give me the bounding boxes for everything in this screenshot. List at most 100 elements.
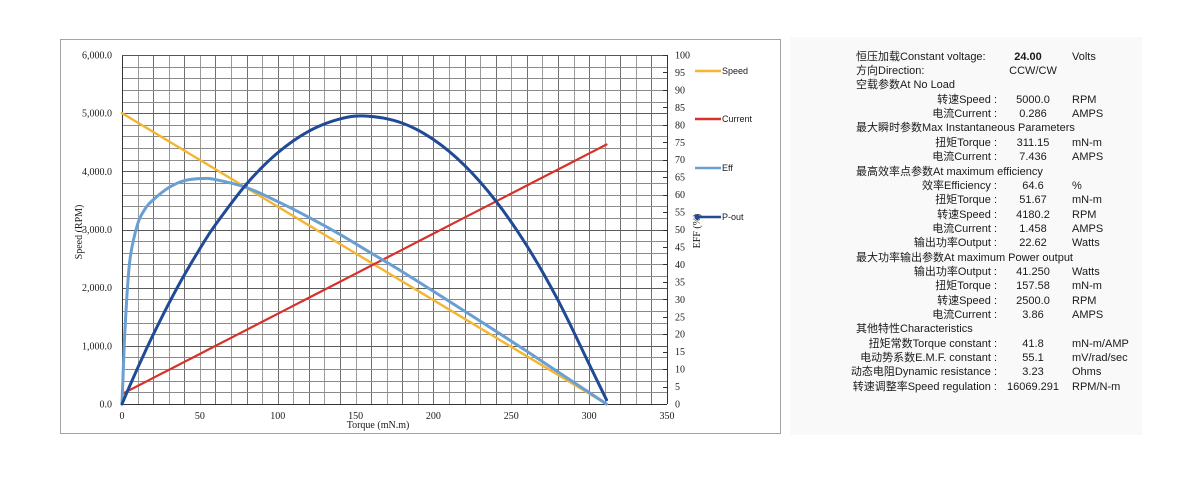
y2-axis-title: EFF (%) — [692, 214, 703, 249]
y2-tick-label: 45 — [675, 242, 685, 253]
y2-tick-label: 85 — [675, 103, 685, 114]
legend-label: Speed — [722, 66, 748, 76]
section-title: 其他特性Characteristics — [856, 323, 973, 336]
section-title: 最大功率输出参数At maximum Power output — [856, 251, 1073, 264]
param-label: 电流Current : — [932, 151, 997, 164]
param-value: 41.250 — [1016, 265, 1050, 278]
param-label: 转速Speed : — [937, 294, 997, 307]
param-label: 扭矩Torque : — [935, 280, 997, 293]
y-axis-title: Speed (RPM) — [74, 205, 85, 260]
param-unit: mN-m — [1072, 194, 1102, 207]
param-value: 41.8 — [1022, 337, 1044, 350]
y2-tick-label: 50 — [675, 225, 685, 236]
y-tick-label: 3,000.0 — [82, 225, 112, 236]
x-tick-label: 250 — [504, 411, 519, 422]
param-row: 扭矩Torque : 157.58 mN-m — [790, 279, 1142, 293]
param-unit: mN-m — [1072, 136, 1102, 149]
series-line-eff — [120, 176, 608, 406]
param-value: 4180.2 — [1016, 208, 1050, 221]
section-header: 最大瞬时参数Max Instantaneous Parameters — [790, 121, 1142, 135]
section-title: 空载参数At No Load — [856, 79, 956, 92]
param-unit: mN-m — [1072, 280, 1102, 293]
param-row: 电流Current : 1.458 AMPS — [790, 222, 1142, 236]
y2-tick-label: 30 — [675, 295, 685, 306]
x-tick-label: 300 — [582, 411, 597, 422]
param-row: 效率Efficiency : 64.6% — [790, 179, 1142, 193]
legend-item-current: Current — [695, 114, 753, 124]
y-tick-label: 2,000.0 — [82, 283, 112, 294]
legend: Speed Current Eff P-out — [694, 66, 753, 222]
y2-tick-label: 20 — [675, 330, 685, 341]
section-header: 其他特性Characteristics — [790, 322, 1142, 336]
y2-tick-label: 15 — [675, 347, 685, 358]
param-label: 扭矩Torque : — [935, 136, 997, 149]
param-value: 3.86 — [1022, 309, 1044, 321]
y2-tick-label: 95 — [675, 68, 685, 79]
param-row: 转速调整率Speed regulation : 16069.291 RPM/N-m — [790, 380, 1142, 394]
y-tick-label: 5,000.0 — [82, 109, 112, 120]
legend-item-speed: Speed — [695, 66, 748, 76]
parameters-panel: 恒压加载Constant voltage: 24.00 Volts 方向Dire… — [790, 37, 1142, 435]
y2-tick-label: 40 — [675, 260, 685, 271]
legend-item-eff: Eff — [695, 163, 733, 173]
param-value: 5000.0 — [1016, 93, 1050, 106]
param-unit: RPM — [1072, 208, 1097, 221]
legend-label: P-out — [722, 212, 744, 222]
param-unit: Watts — [1072, 237, 1100, 250]
section-title: 最高效率点参数At maximum efficiency — [856, 165, 1043, 178]
param-row: 扭矩Torque : 311.15 mN-m — [790, 136, 1142, 150]
param-row: 输出功率Output : 41.250 Watts — [790, 265, 1142, 279]
tick-labels: 0.0 1,000.0 2,000.0 3,000.0 4,000.0 5,000.0 6,… — [82, 51, 690, 423]
param-value: 0.286 — [1019, 108, 1047, 121]
param-row: 输出功率Output : 22.62 Watts — [790, 236, 1142, 250]
y2-tick-label: 5 — [675, 382, 680, 393]
param-label: 电动势系数E.M.F. constant : — [860, 352, 997, 365]
param-value: 1.458 — [1019, 222, 1047, 235]
param-label: 转速Speed : — [937, 93, 997, 106]
series-line-current — [120, 143, 608, 396]
param-row: 电流Current : 7.436 AMPS — [790, 150, 1142, 164]
param-value: 2500.0 — [1016, 294, 1050, 307]
param-value: 51.67 — [1019, 194, 1047, 207]
param-unit: AMPS — [1072, 309, 1104, 321]
series-line-p-out — [120, 114, 608, 406]
x-axis-title: Torque (mN.m) — [347, 420, 410, 431]
param-unit: Watts — [1072, 265, 1100, 278]
section-header: 最高效率点参数At maximum efficiency — [790, 165, 1142, 179]
param-label: 输出功率Output : — [913, 237, 997, 250]
param-unit: RPM/N-m — [1072, 380, 1121, 393]
section-title: 最大瞬时参数Max Instantaneous Parameters — [856, 122, 1075, 135]
y-tick-label: 1,000.0 — [82, 341, 112, 352]
y2-tick-label: 75 — [675, 138, 685, 149]
x-tick-label: 50 — [195, 411, 205, 422]
y2-tick-label: 60 — [675, 190, 685, 201]
param-label: 效率Efficiency : — [922, 179, 997, 192]
param-label: 转速调整率Speed regulation : — [852, 380, 997, 393]
param-label: 恒压加载Constant voltage: — [856, 50, 986, 63]
x-tick-label: 150 — [348, 411, 363, 422]
param-unit: RPM — [1072, 294, 1097, 307]
param-value: 157.58 — [1016, 280, 1050, 293]
param-unit: Ohms — [1072, 366, 1102, 379]
param-label: 动态电阻Dynamic resistance : — [850, 366, 997, 379]
param-value: 22.62 — [1019, 237, 1047, 250]
section-header: 最大功率输出参数At maximum Power output — [790, 251, 1142, 265]
param-unit: mV/rad/sec — [1072, 352, 1128, 365]
y2-tick-label: 90 — [675, 85, 685, 96]
param-row: 转速Speed : 4180.2 RPM — [790, 208, 1142, 222]
series-line-speed — [120, 111, 608, 406]
y-tick-label: 6,000.0 — [82, 51, 112, 62]
param-label: 转速Speed : — [937, 208, 997, 221]
param-unit: Volts — [1072, 50, 1096, 63]
param-value: 3.23 — [1022, 366, 1044, 379]
param-label: 电流Current : — [932, 222, 997, 235]
y2-tick-label: 35 — [675, 277, 685, 288]
y2-tick-label: 65 — [675, 173, 685, 184]
param-row-direction: 方向Direction: CCW/CW — [790, 64, 1142, 78]
param-value: 24.00 — [1014, 50, 1042, 63]
y2-tick-label: 10 — [675, 365, 685, 376]
param-unit: AMPS — [1072, 222, 1104, 235]
param-row: 动态电阻Dynamic resistance : 3.23 Ohms — [790, 365, 1142, 379]
param-row: 转速Speed : 5000.0 RPM — [790, 93, 1142, 107]
